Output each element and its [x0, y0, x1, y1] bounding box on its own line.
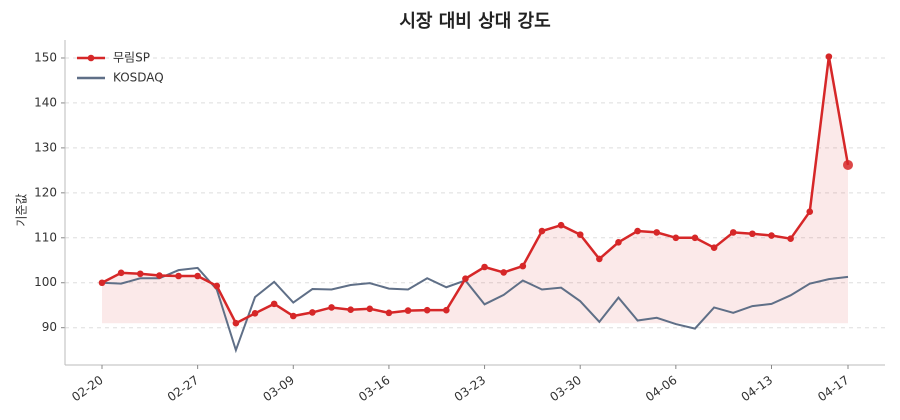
point	[596, 255, 603, 263]
point	[481, 263, 488, 271]
point	[500, 269, 507, 276]
legend-label: 무림SP	[113, 51, 150, 65]
point	[251, 310, 259, 317]
point	[768, 232, 775, 239]
legend-marker	[87, 54, 95, 62]
x-tick-label: 04-06	[643, 373, 680, 404]
point	[194, 272, 201, 280]
point	[843, 159, 853, 170]
point	[213, 282, 221, 290]
point	[672, 234, 680, 242]
x-tick-label: 04-13	[739, 373, 776, 404]
point	[366, 305, 374, 313]
point	[787, 235, 794, 242]
point	[270, 300, 278, 308]
x-tick-label: 03-23	[452, 373, 489, 404]
point	[136, 270, 144, 278]
point	[538, 227, 546, 235]
point	[156, 272, 163, 279]
y-tick-label: 110	[34, 230, 57, 244]
point	[347, 306, 354, 314]
point	[232, 319, 240, 327]
point	[385, 309, 393, 317]
point	[519, 262, 527, 270]
legend-label: KOSDAQ	[113, 71, 164, 85]
series-line	[101, 266, 849, 354]
y-tick-label: 140	[34, 95, 57, 109]
point	[289, 312, 297, 320]
x-tick-label: 03-09	[260, 373, 297, 404]
point	[749, 230, 756, 238]
point	[309, 309, 316, 316]
point	[634, 227, 641, 235]
point	[98, 279, 106, 287]
y-tick-label: 120	[34, 185, 57, 199]
point	[710, 244, 718, 251]
point	[175, 272, 182, 280]
x-tick-label: 02-20	[69, 373, 106, 404]
point	[825, 53, 833, 60]
point	[404, 307, 412, 314]
point	[576, 231, 584, 238]
x-tick-label: 02-27	[165, 373, 202, 404]
point	[729, 229, 737, 236]
point	[691, 234, 699, 242]
point	[423, 306, 431, 314]
area-fill	[102, 56, 848, 324]
x-tick-label: 04-17	[815, 373, 852, 404]
point	[557, 221, 565, 229]
y-tick-label: 90	[42, 320, 57, 334]
chart-title: 시장 대비 상대 강도	[399, 11, 550, 32]
y-axis-label: 기준값	[15, 193, 29, 226]
y-tick-label: 150	[34, 50, 57, 64]
point	[462, 275, 469, 282]
x-tick-label: 03-30	[547, 373, 584, 404]
point	[653, 229, 661, 236]
point	[117, 269, 125, 277]
point	[328, 304, 335, 311]
point	[615, 238, 622, 246]
series-line	[101, 56, 850, 325]
y-tick-label: 100	[34, 275, 57, 289]
x-tick-label: 03-16	[356, 373, 393, 404]
y-tick-label: 130	[34, 140, 57, 154]
point	[443, 306, 450, 314]
point	[806, 208, 814, 216]
